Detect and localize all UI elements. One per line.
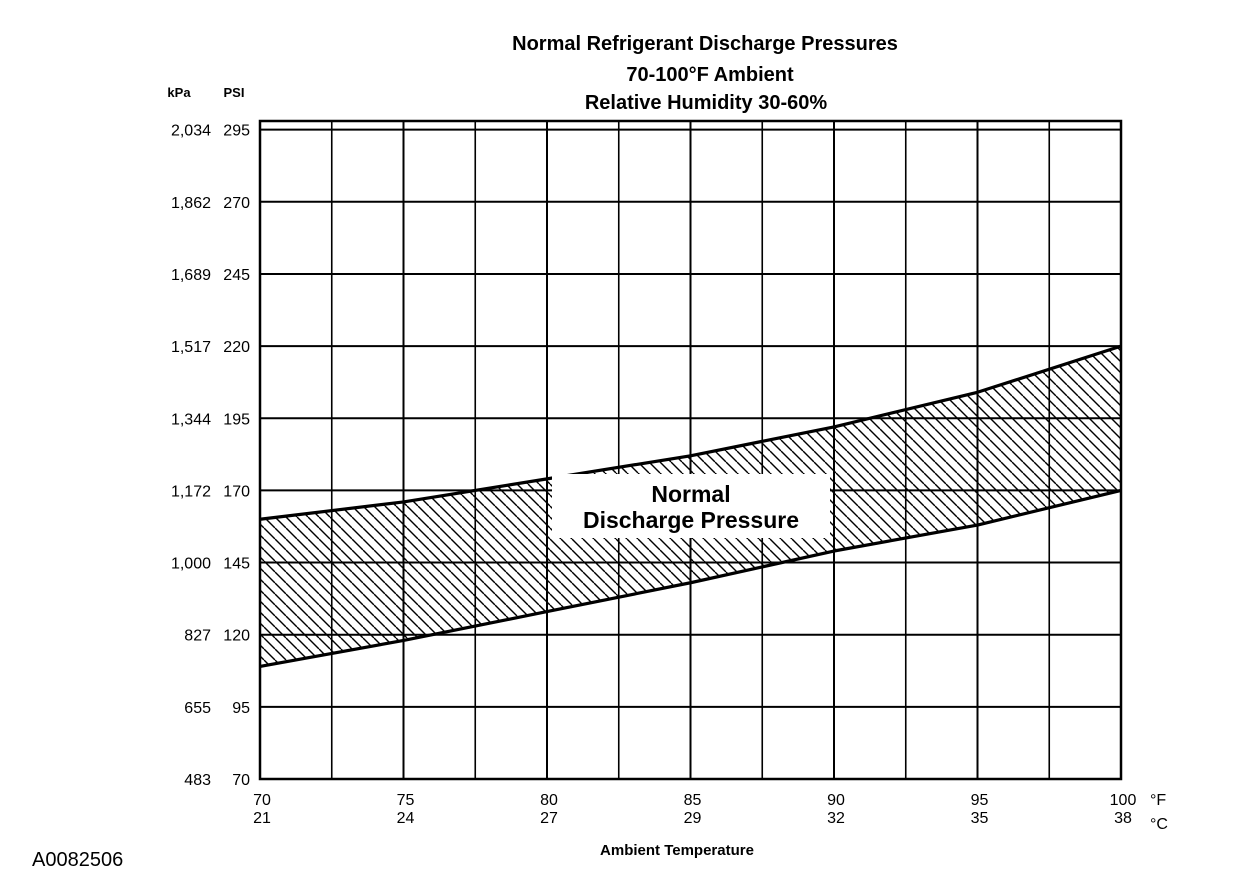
x-unit-celsius: °C bbox=[1150, 816, 1168, 833]
y-tick-label-psi: 170 bbox=[223, 483, 250, 500]
y-tick-label-psi: 145 bbox=[223, 556, 250, 573]
y-tick-label-psi: 195 bbox=[223, 411, 250, 428]
chart-title: Normal Refrigerant Discharge Pressures bbox=[512, 33, 898, 55]
y-tick-label-kpa: 655 bbox=[184, 700, 211, 717]
x-tick-label-c: 21 bbox=[253, 810, 271, 827]
y-tick-label-kpa: 1,172 bbox=[171, 483, 211, 500]
y-tick-label-psi: 70 bbox=[232, 772, 250, 789]
band-label-background bbox=[552, 474, 830, 538]
x-tick-label-c: 35 bbox=[971, 810, 989, 827]
x-tick-label-f: 90 bbox=[827, 792, 845, 809]
y-tick-label-kpa: 1,344 bbox=[171, 411, 211, 428]
y-tick-label-kpa: 827 bbox=[184, 628, 211, 645]
x-tick-label-c: 32 bbox=[827, 810, 845, 827]
y-unit-kpa: kPa bbox=[167, 85, 191, 100]
x-tick-label-f: 85 bbox=[684, 792, 702, 809]
y-tick-label-psi: 95 bbox=[232, 700, 250, 717]
x-tick-label-f: 95 bbox=[971, 792, 989, 809]
y-tick-label-psi: 120 bbox=[223, 628, 250, 645]
x-axis-label: Ambient Temperature bbox=[600, 842, 754, 859]
y-tick-label-kpa: 2,034 bbox=[171, 123, 211, 140]
x-tick-label-c: 27 bbox=[540, 810, 558, 827]
lower-boundary-line bbox=[259, 488, 1122, 669]
x-tick-label-f: 80 bbox=[540, 792, 558, 809]
y-tick-label-kpa: 483 bbox=[184, 772, 211, 789]
figure-id: A0082506 bbox=[32, 849, 123, 871]
upper-boundary-line bbox=[259, 344, 1122, 521]
chart-subtitle-1: 70-100°F Ambient bbox=[626, 64, 794, 86]
y-unit-psi: PSI bbox=[224, 85, 245, 100]
y-tick-label-kpa: 1,000 bbox=[171, 556, 211, 573]
y-tick-labels: 483 70 655 95 827 120 1,000 145 1,172 170 1,344 195… bbox=[171, 123, 250, 789]
y-tick-label-psi: 245 bbox=[223, 267, 250, 284]
x-tick-label-f: 75 bbox=[397, 792, 415, 809]
band-boundary-lines bbox=[259, 344, 1122, 669]
plot-frame bbox=[258, 119, 1123, 781]
y-tick-label-psi: 220 bbox=[223, 339, 250, 356]
band-label-line-2: Discharge Pressure bbox=[583, 507, 799, 533]
y-tick-label-psi: 270 bbox=[223, 195, 250, 212]
x-tick-label-c: 24 bbox=[397, 810, 415, 827]
chart-subtitle-2: Relative Humidity 30-60% bbox=[585, 92, 828, 114]
x-unit-fahrenheit: °F bbox=[1150, 792, 1166, 809]
x-tick-label-f: 100 bbox=[1110, 792, 1137, 809]
x-tick-label-c: 38 bbox=[1114, 810, 1132, 827]
band-label-line-1: Normal bbox=[651, 481, 730, 507]
y-tick-label-kpa: 1,517 bbox=[171, 339, 211, 356]
y-tick-label-kpa: 1,689 bbox=[171, 267, 211, 284]
band-label: Normal Discharge Pressure bbox=[552, 474, 830, 538]
y-tick-label-kpa: 1,862 bbox=[171, 195, 211, 212]
x-tick-label-c: 29 bbox=[684, 810, 702, 827]
chart-grid bbox=[258, 119, 1123, 781]
x-tick-label-f: 70 bbox=[253, 792, 271, 809]
y-tick-label-psi: 295 bbox=[223, 123, 250, 140]
